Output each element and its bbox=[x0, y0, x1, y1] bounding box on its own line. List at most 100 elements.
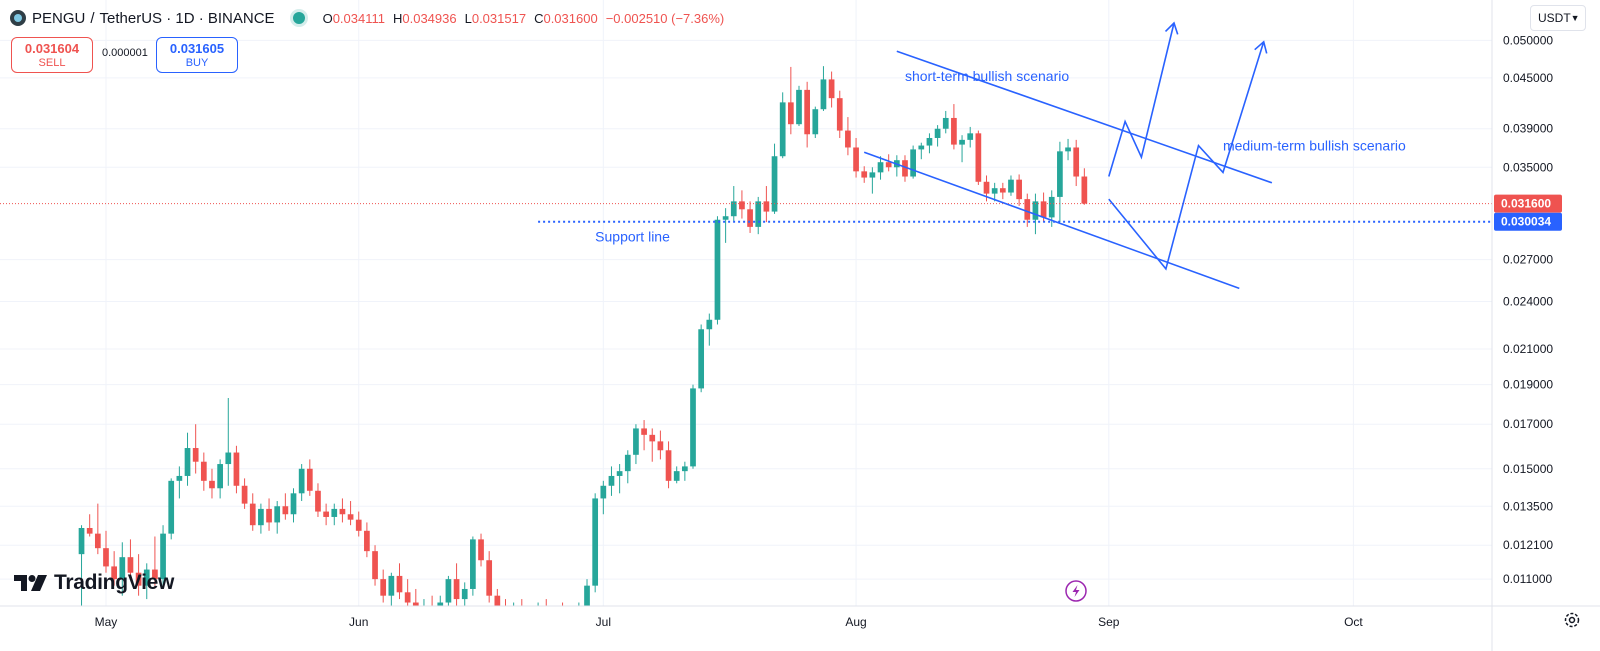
candle-down bbox=[306, 468, 313, 491]
candle-up bbox=[78, 527, 85, 555]
candle-up bbox=[576, 606, 582, 610]
current-price-label: 0.031600 bbox=[1501, 197, 1551, 211]
candle-up bbox=[527, 610, 533, 614]
price-tick-label: 0.050000 bbox=[1503, 33, 1553, 47]
time-tick-label: Jul bbox=[596, 615, 611, 629]
price-labels: 0.031600 0.030034 bbox=[1494, 194, 1562, 231]
candle-down bbox=[266, 508, 272, 523]
short-term-path[interactable] bbox=[1108, 22, 1175, 177]
candle-down bbox=[902, 160, 908, 177]
candle-up bbox=[535, 606, 541, 610]
candle-up bbox=[437, 602, 444, 606]
candle-down bbox=[975, 133, 982, 182]
annotations-layer: short-term bullish scenario medium-term … bbox=[595, 68, 1406, 245]
candle-up bbox=[624, 454, 631, 472]
short-term-arrowhead bbox=[1164, 21, 1179, 35]
candle-up bbox=[934, 128, 941, 138]
time-tick-label: Oct bbox=[1344, 615, 1363, 629]
candle-down bbox=[241, 485, 248, 504]
pair-separator: / bbox=[90, 9, 95, 27]
low-key: L bbox=[464, 10, 472, 26]
candle-down bbox=[412, 602, 419, 606]
candle-up bbox=[511, 606, 517, 610]
candle-up bbox=[552, 610, 558, 614]
candle-down bbox=[249, 503, 256, 526]
candle-down bbox=[861, 171, 868, 178]
candle-up bbox=[217, 464, 223, 489]
time-tick-label: Sep bbox=[1098, 615, 1120, 629]
time-axis[interactable]: May Jun Jul Aug Sep Oct bbox=[0, 605, 1600, 629]
candle-down bbox=[657, 441, 664, 451]
candle-up bbox=[820, 79, 827, 110]
channel-lower-line[interactable] bbox=[863, 151, 1240, 290]
candle-down bbox=[763, 201, 770, 212]
price-tick-label: 0.039000 bbox=[1503, 122, 1553, 136]
candle-up bbox=[706, 319, 713, 330]
support-line-annotation[interactable]: Support line bbox=[595, 229, 670, 245]
price-tick-label: 0.015000 bbox=[1503, 462, 1553, 476]
candle-down bbox=[380, 579, 387, 596]
time-tick-label: May bbox=[95, 615, 118, 629]
candle-down bbox=[747, 209, 753, 227]
candle-up bbox=[470, 539, 476, 589]
candle-down bbox=[86, 527, 93, 534]
candle-down bbox=[347, 514, 354, 520]
market-status-icon[interactable] bbox=[292, 12, 305, 24]
candle-up bbox=[1057, 151, 1063, 197]
candle-down bbox=[641, 428, 647, 435]
short-term-annotation[interactable]: short-term bullish scenario bbox=[905, 68, 1069, 84]
candle-up bbox=[608, 475, 615, 486]
candle-up bbox=[421, 606, 427, 610]
candle-down bbox=[845, 130, 851, 148]
tradingview-logo[interactable]: TradingView bbox=[14, 571, 174, 595]
candle-down bbox=[1081, 176, 1088, 204]
medium-term-annotation[interactable]: medium-term bullish scenario bbox=[1223, 137, 1406, 153]
candle-up bbox=[592, 498, 599, 586]
drawings-layer[interactable] bbox=[0, 21, 1492, 290]
time-tick-label: Jun bbox=[349, 615, 368, 629]
candle-up bbox=[633, 428, 639, 455]
channel-upper-line[interactable] bbox=[896, 50, 1273, 184]
symbol-quote[interactable]: TetherUS · 1D · BINANCE bbox=[99, 9, 275, 27]
candle-up bbox=[461, 588, 468, 600]
candle-up bbox=[584, 585, 590, 606]
buy-button[interactable]: 0.031605 BUY bbox=[156, 37, 238, 73]
candle-down bbox=[323, 511, 329, 517]
chart-grid bbox=[0, 0, 1492, 606]
candle-down bbox=[649, 434, 656, 442]
sell-button[interactable]: 0.031604 SELL bbox=[11, 37, 93, 73]
currency-select[interactable]: USDT ▼ bbox=[1530, 5, 1586, 31]
support-price-label: 0.030034 bbox=[1501, 215, 1551, 229]
candle-down bbox=[209, 480, 215, 489]
candle-up bbox=[967, 133, 974, 140]
current-price-label-bg bbox=[1494, 194, 1562, 213]
candle-up bbox=[673, 471, 680, 481]
candle-up bbox=[730, 201, 737, 217]
medium-term-path[interactable] bbox=[1108, 41, 1265, 271]
price-tick-label: 0.045000 bbox=[1503, 71, 1553, 85]
gear-icon[interactable] bbox=[1562, 610, 1582, 630]
symbol-name[interactable]: PENGU bbox=[32, 9, 86, 27]
candle-up bbox=[812, 109, 819, 135]
candle-up bbox=[959, 139, 965, 145]
tradingview-mark-icon bbox=[14, 575, 47, 591]
candle-up bbox=[168, 480, 175, 534]
candle-up bbox=[690, 388, 696, 467]
candle-down bbox=[103, 548, 109, 567]
close-value: 0.031600 bbox=[543, 10, 598, 26]
chevron-down-icon: ▼ bbox=[1570, 13, 1580, 23]
candle-down bbox=[885, 162, 892, 168]
candle-down bbox=[453, 579, 460, 600]
lightning-icon[interactable] bbox=[1065, 580, 1087, 602]
candle-down bbox=[339, 508, 346, 515]
candle-up bbox=[176, 475, 183, 481]
currency-label: USDT bbox=[1538, 11, 1571, 25]
candle-up bbox=[755, 201, 762, 227]
candle-down bbox=[1016, 179, 1022, 200]
price-axis[interactable]: 0.050000 0.045000 0.039000 0.035000 0.027000… bbox=[1491, 0, 1553, 651]
candle-down bbox=[787, 102, 794, 125]
candle-down bbox=[315, 490, 321, 512]
ohlc-values: O0.034111 H0.034936 L0.031517 C0.031600 … bbox=[323, 11, 725, 26]
candle-down bbox=[200, 461, 207, 481]
